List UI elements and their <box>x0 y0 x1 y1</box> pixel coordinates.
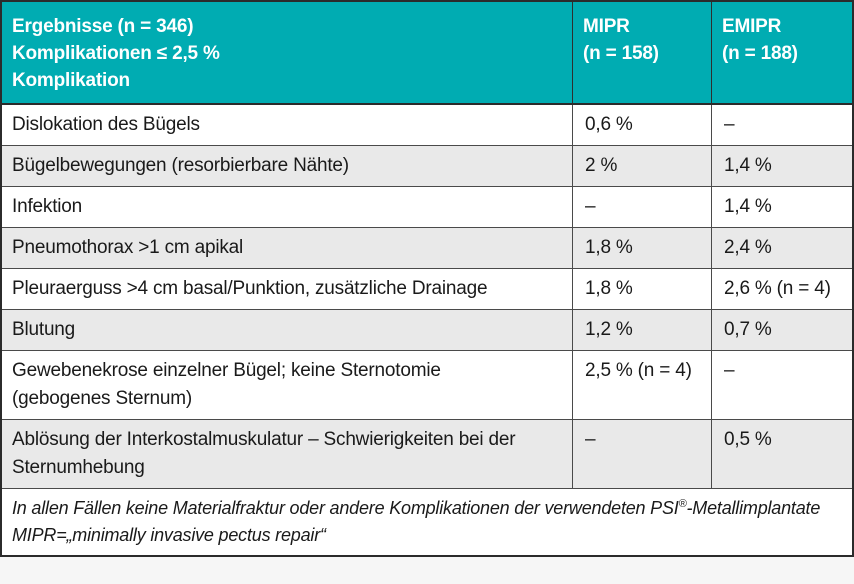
table-row: Ablösung der Interkostalmuskulatur – Sch… <box>2 420 852 489</box>
emipr-value-cell: – <box>711 105 852 145</box>
emipr-value-cell: 2,4 % <box>711 228 852 268</box>
footnote-text: -Metallimplantate <box>686 498 821 518</box>
mipr-value-cell: – <box>572 187 711 227</box>
complication-cell: Infektion <box>12 196 83 217</box>
complications-results-table: Ergebnisse (n = 346) Komplikationen ≤ 2,… <box>0 0 854 557</box>
header-emipr-label: EMIPR <box>722 16 782 37</box>
footnote-line-1: In allen Fällen keine Materialfraktur od… <box>12 495 842 522</box>
complication-cell: Gewebenekrose einzelner Bügel; keine Ste… <box>12 360 441 409</box>
mipr-value-cell: 2 % <box>572 146 711 186</box>
table-header-row: Ergebnisse (n = 346) Komplikationen ≤ 2,… <box>2 2 852 105</box>
header-mipr-cell: MIPR (n = 158) <box>572 2 711 103</box>
mipr-value-cell: – <box>572 420 711 488</box>
mipr-value-cell: 1,2 % <box>572 310 711 350</box>
footnote-text: In allen Fällen keine Materialfraktur od… <box>12 498 679 518</box>
table-row: Blutung 1,2 % 0,7 % <box>2 310 852 351</box>
table-row: Bügelbewegungen (resorbierbare Nähte) 2 … <box>2 146 852 187</box>
mipr-value-cell: 2,5 % (n = 4) <box>572 351 711 419</box>
header-mipr-n: (n = 158) <box>583 43 659 64</box>
header-column-label: Komplikation <box>12 70 130 91</box>
complication-cell: Ablösung der Interkostalmuskulatur – Sch… <box>12 429 516 478</box>
mipr-value-cell: 1,8 % <box>572 269 711 309</box>
header-emipr-n: (n = 188) <box>722 43 798 64</box>
table-row: Dislokation des Bügels 0,6 % – <box>2 105 852 146</box>
header-subtitle-line: Komplikationen ≤ 2,5 % <box>12 43 220 64</box>
mipr-value-cell: 0,6 % <box>572 105 711 145</box>
emipr-value-cell: 1,4 % <box>711 146 852 186</box>
table-row: Pleuraerguss >4 cm basal/Punktion, zusät… <box>2 269 852 310</box>
header-mipr-label: MIPR <box>583 16 630 37</box>
emipr-value-cell: 0,5 % <box>711 420 852 488</box>
complication-cell: Pneumothorax >1 cm apikal <box>12 237 244 258</box>
table-row: Pneumothorax >1 cm apikal 1,8 % 2,4 % <box>2 228 852 269</box>
registered-trademark-symbol: ® <box>678 498 687 510</box>
table-footnote: In allen Fällen keine Materialfraktur od… <box>2 489 852 555</box>
emipr-value-cell: 2,6 % (n = 4) <box>711 269 852 309</box>
header-complication-cell: Ergebnisse (n = 346) Komplikationen ≤ 2,… <box>2 2 572 103</box>
complication-cell: Pleuraerguss >4 cm basal/Punktion, zusät… <box>12 278 488 299</box>
emipr-value-cell: 0,7 % <box>711 310 852 350</box>
header-emipr-cell: EMIPR (n = 188) <box>711 2 852 103</box>
footnote-line-2: MIPR=„minimally invasive pectus repair“ <box>12 525 326 545</box>
mipr-value-cell: 1,8 % <box>572 228 711 268</box>
complication-cell: Blutung <box>12 319 76 340</box>
complication-cell: Dislokation des Bügels <box>12 114 200 135</box>
complication-cell: Bügelbewegungen (resorbierbare Nähte) <box>12 155 349 176</box>
table-row: Infektion – 1,4 % <box>2 187 852 228</box>
emipr-value-cell: 1,4 % <box>711 187 852 227</box>
emipr-value-cell: – <box>711 351 852 419</box>
table-row: Gewebenekrose einzelner Bügel; keine Ste… <box>2 351 852 420</box>
header-title-line: Ergebnisse (n = 346) <box>12 16 194 37</box>
